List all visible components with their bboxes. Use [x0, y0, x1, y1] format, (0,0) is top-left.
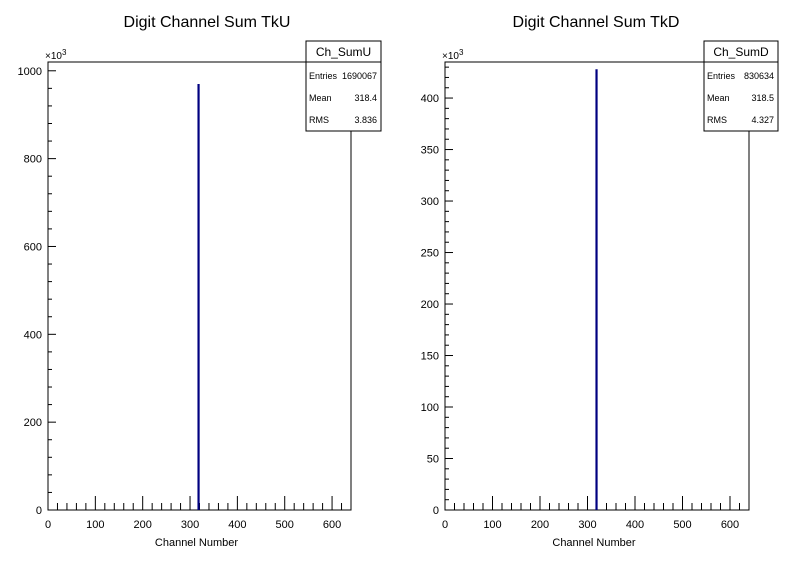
chart-title: Digit Channel Sum TkU [124, 14, 291, 31]
stats-label: Entries [707, 71, 736, 81]
y-tick-label: 0 [433, 505, 439, 517]
stats-box [305, 40, 382, 132]
multiplier-base: ×10 [442, 51, 459, 62]
stats-label: RMS [707, 115, 727, 125]
stats-value: 1690067 [342, 71, 377, 81]
x-axis-label: Channel Number [155, 537, 238, 549]
y-tick-label: 400 [421, 93, 439, 105]
x-tick-label: 200 [531, 519, 549, 531]
y-tick-label: 100 [421, 402, 439, 414]
stats-value: 4.327 [751, 115, 774, 125]
y-tick-label: 200 [24, 417, 42, 429]
chart-panel-1: Digit Channel Sum TkU ×103 0 200 400 600 800 10… [18, 14, 382, 549]
x-tick-label: 600 [323, 519, 341, 531]
stats-label: Mean [707, 93, 730, 103]
stats-name: Ch_SumD [713, 45, 769, 59]
stats-label: RMS [309, 115, 329, 125]
stats-value: 318.4 [354, 93, 377, 103]
stats-value: 3.836 [354, 115, 377, 125]
x-tick-label: 0 [45, 519, 51, 531]
x-tick-label: 100 [483, 519, 501, 531]
y-tick-label: 600 [24, 241, 42, 253]
y-tick-label: 200 [421, 299, 439, 311]
y-axis-multiplier: ×103 [442, 48, 464, 62]
x-tick-label: 400 [626, 519, 644, 531]
x-axis-label: Channel Number [552, 537, 635, 549]
y-axis-multiplier: ×103 [45, 48, 67, 62]
y-tick-label: 0 [36, 505, 42, 517]
y-tick-label: 800 [24, 154, 42, 166]
stats-label: Mean [309, 93, 332, 103]
multiplier-base: ×10 [45, 51, 62, 62]
stats-box [703, 40, 779, 132]
stats-name: Ch_SumU [316, 45, 371, 59]
x-tick-label: 300 [181, 519, 199, 531]
x-tick-label: 100 [86, 519, 104, 531]
x-tick-label: 500 [673, 519, 691, 531]
x-tick-label: 600 [721, 519, 739, 531]
stats-value: 318.5 [751, 93, 774, 103]
x-tick-label: 200 [134, 519, 152, 531]
x-tick-label: 500 [276, 519, 294, 531]
y-tick-label: 300 [421, 196, 439, 208]
y-tick-label: 350 [421, 145, 439, 157]
y-tick-label: 250 [421, 248, 439, 260]
stats-value: 830634 [744, 71, 774, 81]
y-tick-label: 1000 [18, 66, 42, 78]
y-tick-label: 50 [427, 454, 439, 466]
y-tick-label: 150 [421, 351, 439, 363]
stats-label: Entries [309, 71, 338, 81]
x-tick-label: 400 [228, 519, 246, 531]
chart-title: Digit Channel Sum TkD [513, 14, 680, 31]
y-tick-label: 400 [24, 329, 42, 341]
chart-panel-2: Digit Channel Sum TkD ×103 0 50 100 150 200 250… [421, 14, 779, 549]
x-tick-label: 300 [578, 519, 596, 531]
multiplier-exponent: 3 [459, 48, 464, 57]
x-tick-label: 0 [442, 519, 448, 531]
multiplier-exponent: 3 [62, 48, 67, 57]
